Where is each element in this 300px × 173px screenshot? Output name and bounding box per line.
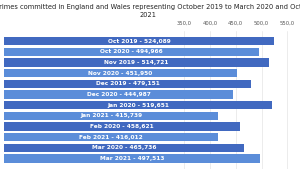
Text: Mar 2020 - 465,736: Mar 2020 - 465,736	[92, 145, 156, 150]
Bar	[4, 112, 218, 120]
Text: Oct 2019 - 524,089: Oct 2019 - 524,089	[108, 39, 170, 44]
Bar	[4, 69, 237, 77]
Bar	[4, 90, 233, 99]
Bar	[4, 101, 272, 109]
Text: Nov 2020 - 451,950: Nov 2020 - 451,950	[88, 71, 153, 76]
Text: Oct 2020 - 494,966: Oct 2020 - 494,966	[100, 49, 163, 54]
Bar	[4, 144, 244, 152]
Bar	[4, 80, 251, 88]
Bar	[4, 154, 260, 163]
Text: Jan 2021 - 415,739: Jan 2021 - 415,739	[80, 113, 142, 118]
Text: Feb 2021 - 416,012: Feb 2021 - 416,012	[80, 135, 143, 140]
Title: Monthly number of crimes committed in England and Wales representing October 201: Monthly number of crimes committed in En…	[0, 4, 300, 18]
Text: Jan 2020 - 519,651: Jan 2020 - 519,651	[107, 103, 169, 108]
Text: Feb 2020 - 458,621: Feb 2020 - 458,621	[90, 124, 154, 129]
Text: Mar 2021 - 497,513: Mar 2021 - 497,513	[100, 156, 164, 161]
Bar	[4, 122, 240, 131]
Bar	[4, 48, 259, 56]
Bar	[4, 58, 269, 67]
Bar	[4, 133, 218, 141]
Text: Dec 2019 - 479,151: Dec 2019 - 479,151	[95, 81, 159, 86]
Text: Dec 2020 - 444,987: Dec 2020 - 444,987	[87, 92, 151, 97]
Text: Nov 2019 - 514,721: Nov 2019 - 514,721	[104, 60, 169, 65]
Bar	[4, 37, 274, 45]
